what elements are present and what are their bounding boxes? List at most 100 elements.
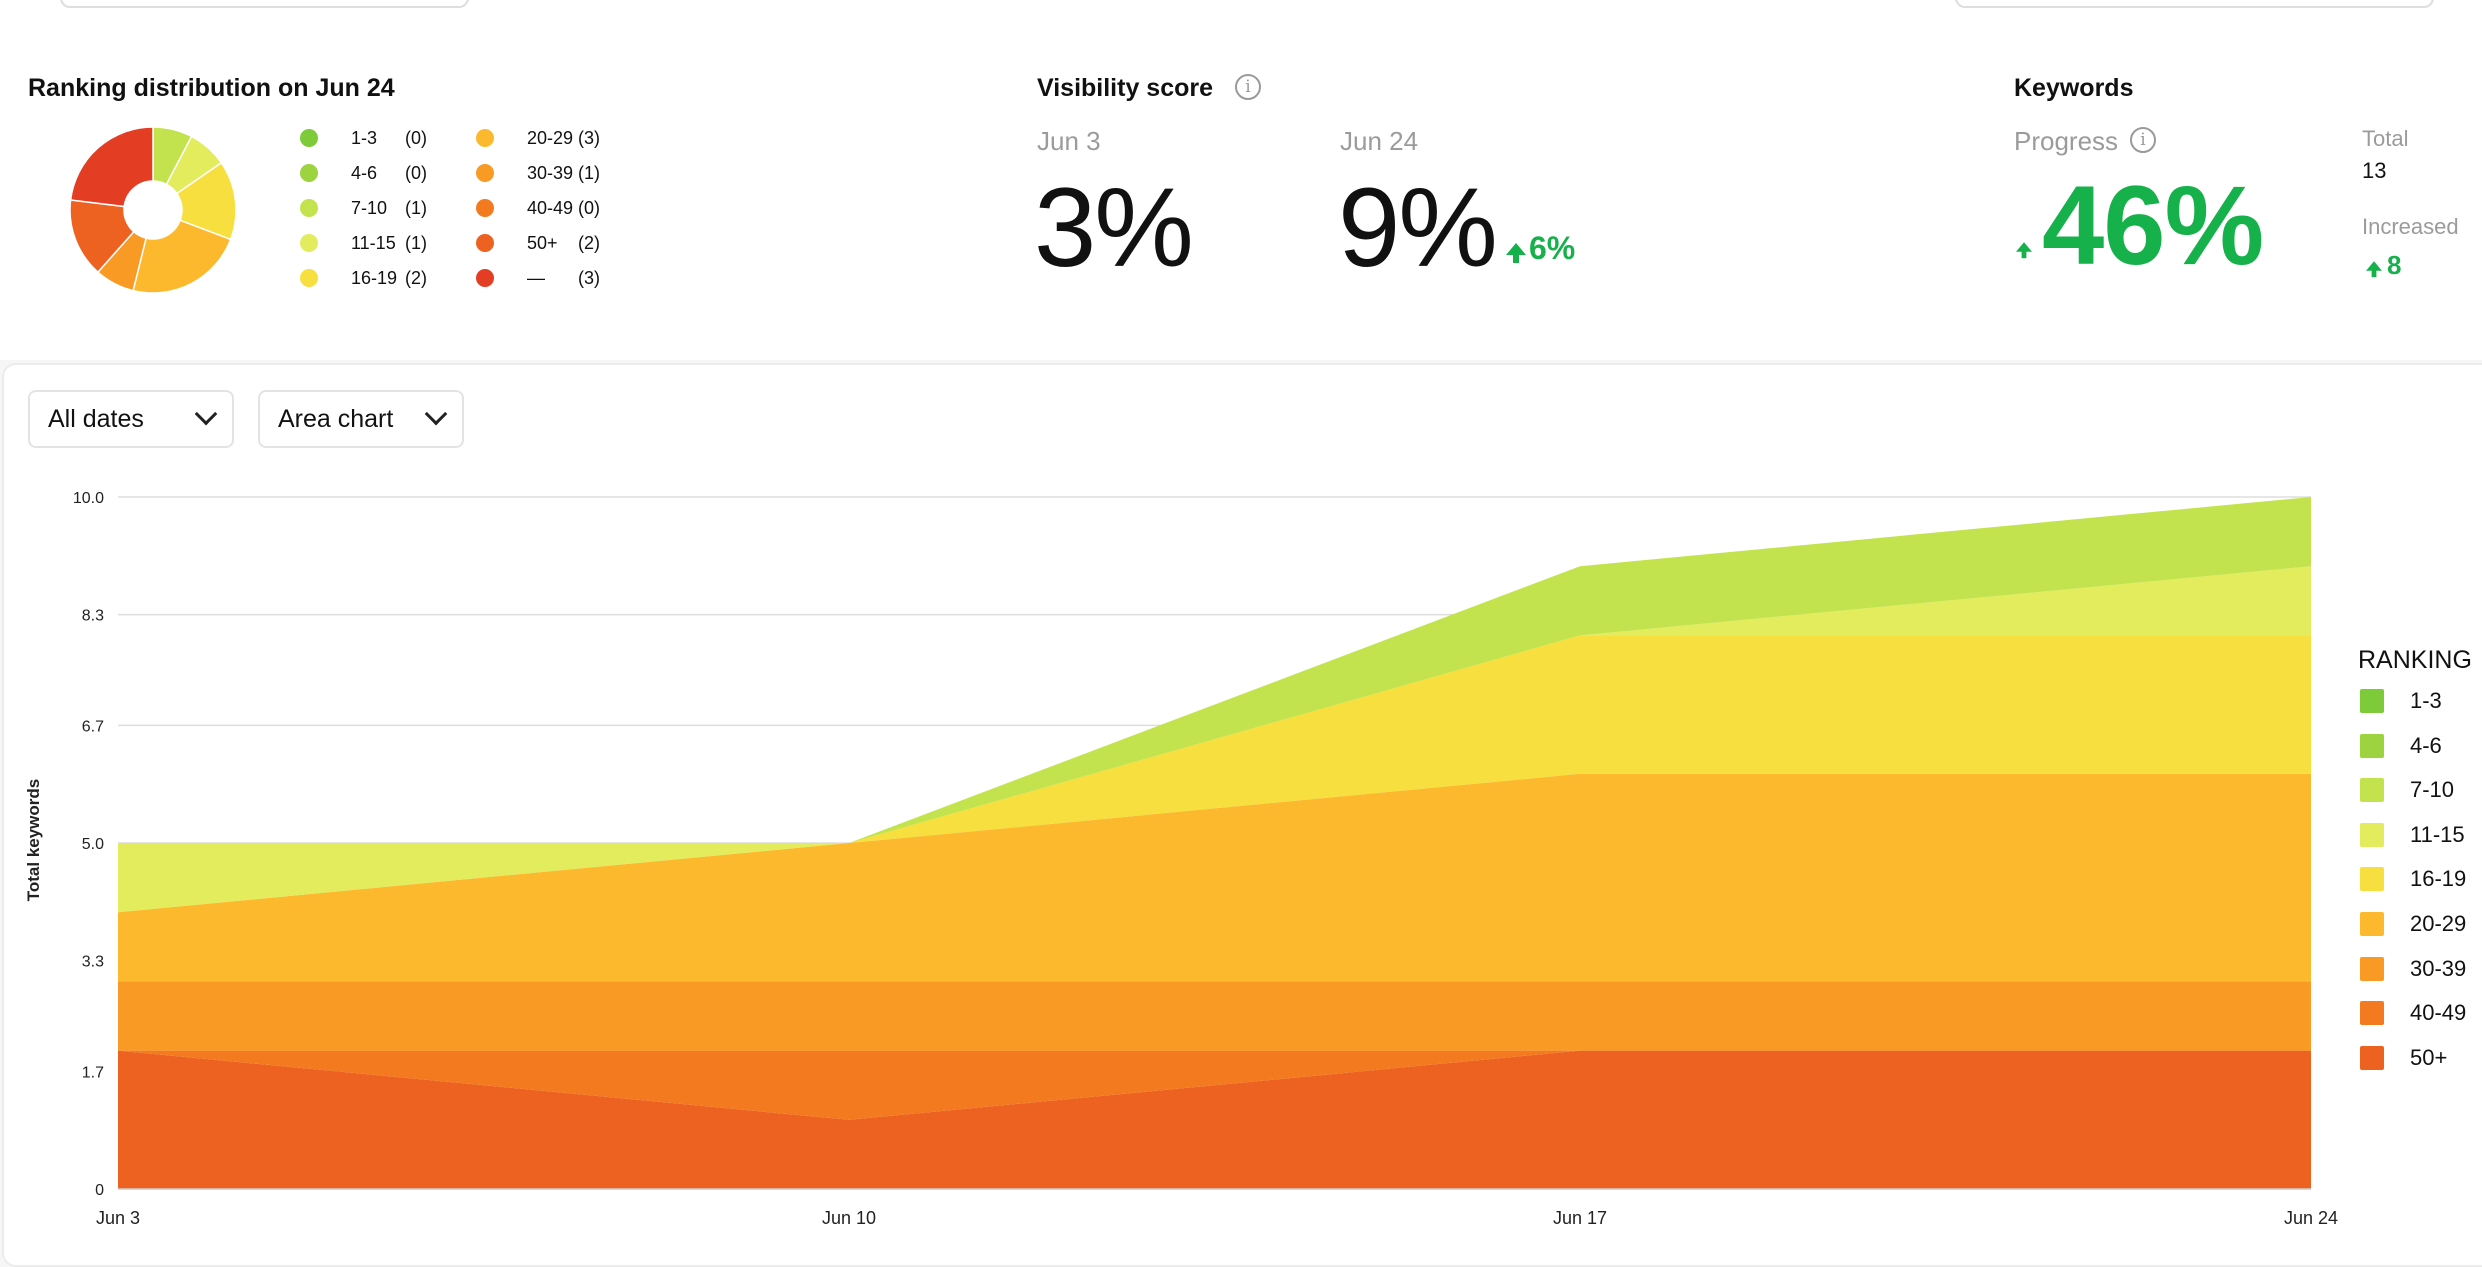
legend-swatch <box>2360 822 2384 847</box>
y-tick-label: 6.7 <box>82 718 104 735</box>
progress-info-icon[interactable]: i <box>2130 127 2156 153</box>
y-tick-label: 10.0 <box>73 490 104 507</box>
arrow-up-icon <box>1506 242 1526 263</box>
summary-strip <box>0 0 2482 360</box>
distribution-title: Ranking distribution on Jun 24 <box>28 74 395 102</box>
date-range-label: All dates <box>48 404 144 433</box>
area-series-20-29 <box>118 773 2311 982</box>
arrow-up-icon <box>2366 260 2382 277</box>
legend-count: (2) <box>405 267 427 288</box>
legend-count: (0) <box>578 197 600 218</box>
area-series-50+ <box>118 1050 2311 1189</box>
distribution-donut <box>69 126 237 294</box>
keywords-increased-label: Increased <box>2362 214 2459 239</box>
legend-dot <box>476 164 494 182</box>
legend-label: 16-19 <box>351 267 398 288</box>
legend-label: — <box>527 267 545 288</box>
area-series-11-15 <box>118 566 2311 913</box>
y-tick-label: 0 <box>95 1182 104 1199</box>
legend-count: (1) <box>578 162 600 183</box>
visibility-info-icon[interactable]: i <box>1235 74 1261 100</box>
visibility-date-to: Jun 24 <box>1340 126 1419 156</box>
distribution-legend-item: 1-3 (0) <box>300 126 427 150</box>
legend-series-label: 50+ <box>2410 1044 2448 1070</box>
keywords-increased-value: 8 <box>2387 250 2402 280</box>
visibility-date-from: Jun 3 <box>1037 126 1101 156</box>
distribution-legend-item: 4-6 (0) <box>300 161 427 185</box>
keywords-total-value: 13 <box>2362 158 2387 183</box>
distribution-legend-item: 20-29 (3) <box>476 126 600 150</box>
legend-dot <box>300 129 318 147</box>
y-tick-label: 3.3 <box>82 954 104 971</box>
visibility-change-value: 6% <box>1529 230 1576 266</box>
legend-swatch <box>2360 1001 2384 1026</box>
legend-dot <box>300 269 318 287</box>
ranking-legend-item[interactable]: 20-29 <box>2360 911 2466 937</box>
legend-series-label: 4-6 <box>2410 732 2442 758</box>
visibility-value-to: 9% <box>1338 165 1498 290</box>
y-tick-label: 5.0 <box>82 836 104 853</box>
progress-arrow <box>2014 240 2037 259</box>
legend-count: (0) <box>405 127 427 148</box>
ranking-legend-title: RANKING <box>2358 646 2472 674</box>
legend-swatch <box>2360 912 2384 936</box>
legend-dot <box>300 234 318 252</box>
legend-series-label: 1-3 <box>2410 688 2442 713</box>
legend-label: 30-39 <box>527 162 574 183</box>
ranking-legend-item[interactable]: 50+ <box>2360 1045 2447 1071</box>
ranking-legend-item[interactable]: 4-6 <box>2360 733 2442 759</box>
legend-count: (2) <box>578 232 600 253</box>
legend-swatch <box>2360 956 2384 981</box>
legend-swatch <box>2360 1045 2384 1070</box>
x-tick-label: Jun 10 <box>822 1208 876 1228</box>
legend-series-label: 40-49 <box>2410 1000 2467 1026</box>
x-tick-label: Jun 17 <box>1553 1208 1607 1228</box>
legend-dot <box>476 269 494 287</box>
legend-series-label: 16-19 <box>2410 866 2467 892</box>
legend-label: 50+ <box>527 232 558 253</box>
keywords-total-label: Total <box>2362 126 2409 151</box>
distribution-legend-item: 40-49 (0) <box>476 196 600 220</box>
legend-dot <box>476 199 494 217</box>
legend-count: (3) <box>578 127 600 148</box>
donut-slice <box>69 126 154 208</box>
legend-count: (1) <box>405 197 427 218</box>
ranking-legend-item[interactable]: 7-10 <box>2360 777 2454 803</box>
x-tick-label: Jun 24 <box>2284 1208 2338 1228</box>
date-range-dropdown[interactable]: All dates <box>28 390 234 448</box>
keywords-increased: 8 <box>2364 250 2401 281</box>
legend-swatch <box>2360 867 2384 892</box>
legend-label: 1-3 <box>351 127 378 148</box>
area-series-7-10 <box>118 497 2311 843</box>
distribution-legend-item: — (3) <box>476 266 600 290</box>
ranking-legend-item[interactable]: 11-15 <box>2360 822 2465 848</box>
ranking-legend-item[interactable]: 1-3 <box>2360 688 2442 714</box>
legend-dot <box>300 199 318 217</box>
ranking-legend-item[interactable]: 30-39 <box>2360 956 2466 982</box>
legend-swatch <box>2360 733 2384 758</box>
area-series-40-49 <box>118 1050 2311 1120</box>
x-tick-label: Jun 3 <box>96 1208 140 1228</box>
legend-label: 4-6 <box>351 162 378 183</box>
legend-swatch <box>2360 778 2384 803</box>
legend-label: 20-29 <box>527 127 574 148</box>
keywords-progress-label: Progress <box>2014 126 2119 156</box>
legend-dot <box>476 129 494 147</box>
distribution-legend-item: 11-15 (1) <box>300 231 427 255</box>
legend-count: (1) <box>405 232 427 253</box>
ranking-legend-item[interactable]: 40-49 <box>2360 1000 2466 1026</box>
keywords-title: Keywords <box>2014 74 2134 102</box>
legend-label: 40-49 <box>527 197 574 218</box>
visibility-change: 6% <box>1506 230 1575 267</box>
y-tick-label: 8.3 <box>82 608 104 625</box>
y-tick-label: 1.7 <box>82 1064 104 1081</box>
keywords-progress-value: 46% <box>2042 163 2264 288</box>
chart-type-dropdown[interactable]: Area chart <box>258 390 464 448</box>
distribution-legend-item: 50+ (2) <box>476 231 600 255</box>
legend-count: (3) <box>578 267 600 288</box>
legend-label: 7-10 <box>351 197 388 218</box>
legend-series-label: 30-39 <box>2410 955 2467 981</box>
ranking-legend-item[interactable]: 16-19 <box>2360 866 2466 892</box>
arrow-up-icon <box>2016 242 2032 259</box>
legend-label: 11-15 <box>351 232 396 253</box>
